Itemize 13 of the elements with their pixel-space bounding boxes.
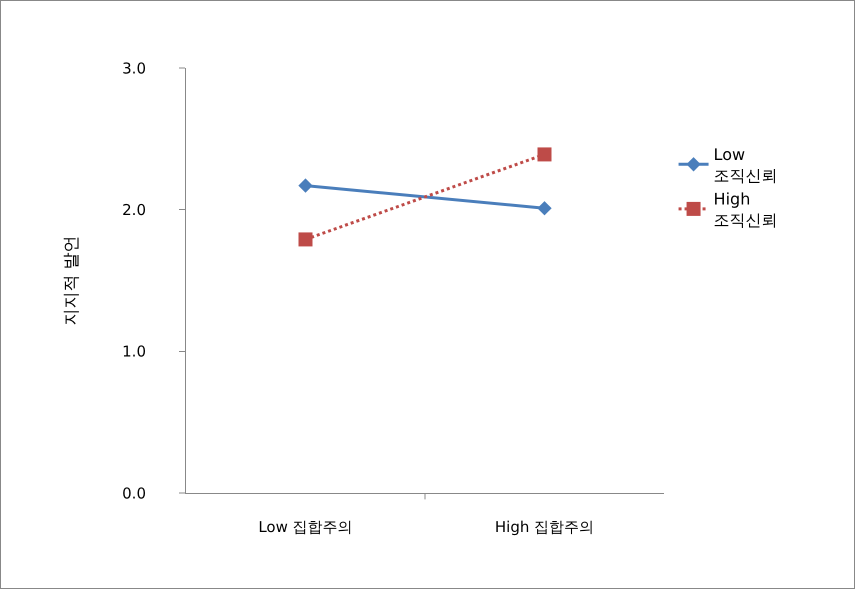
legend-label: High 조직신뢰 — [714, 190, 778, 230]
y-tick-label: 3.0 — [122, 59, 146, 78]
point — [537, 201, 552, 216]
point — [538, 147, 552, 162]
y-tick-label: 0.0 — [122, 484, 146, 502]
y-tick-label: 2.0 — [122, 200, 146, 219]
legend-label: Low 조직신뢰 — [714, 145, 778, 185]
y-tick-label: 1.0 — [122, 342, 146, 361]
point — [298, 232, 312, 246]
x-tick-label: Low 집합주의 — [258, 518, 353, 536]
point — [298, 178, 313, 193]
x-tick-label: High 집합주의 — [494, 518, 594, 536]
y-axis-title: 지지적 발언 — [62, 235, 82, 326]
